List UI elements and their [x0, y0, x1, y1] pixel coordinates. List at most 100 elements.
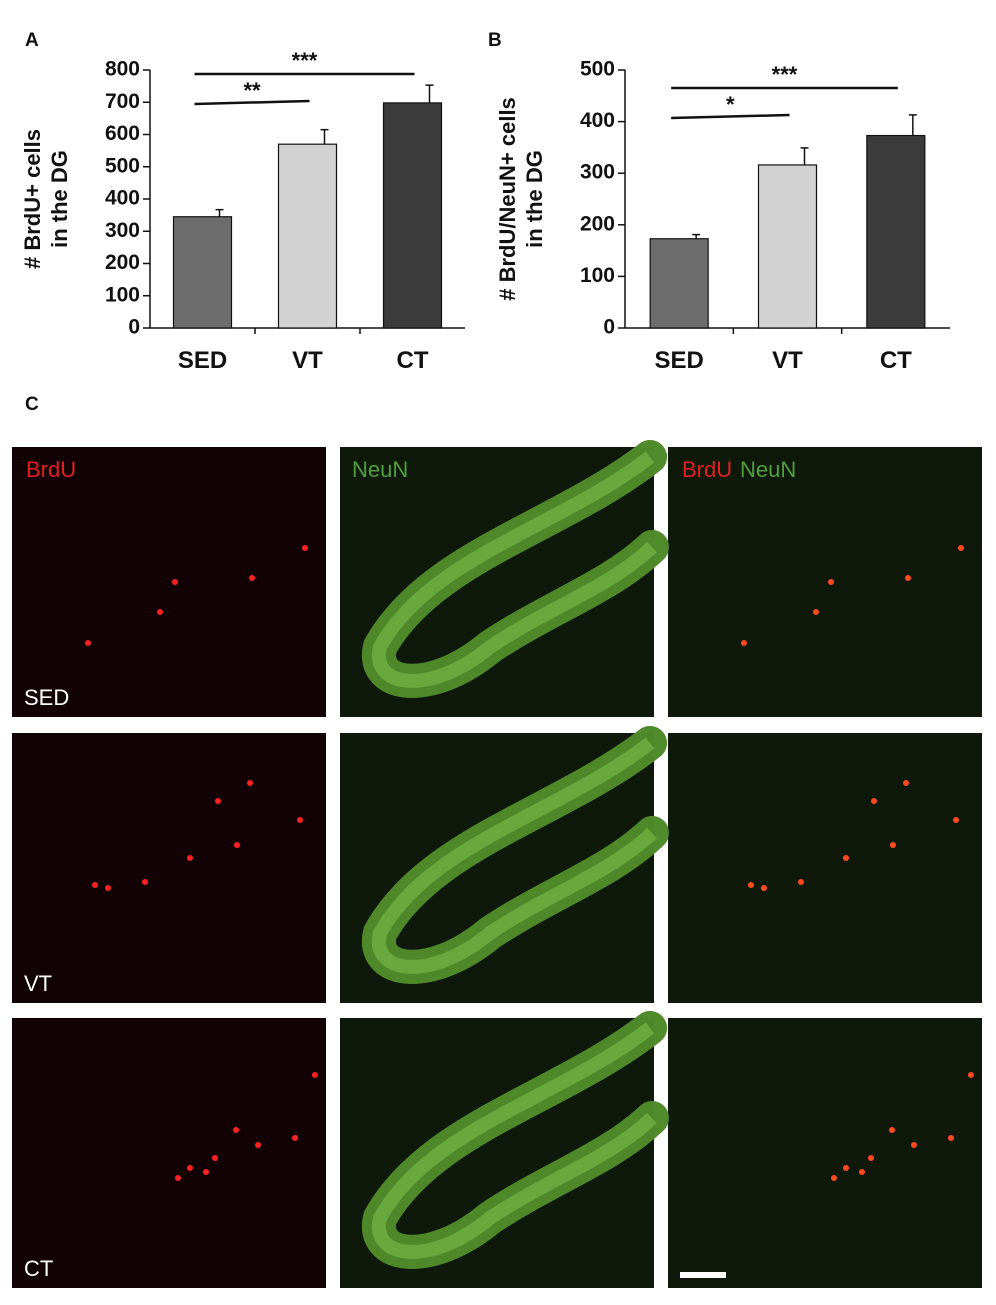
panel-label: A [25, 30, 39, 51]
channel-label: BrdU [682, 457, 732, 482]
significance-line [671, 113, 790, 120]
cell-dot [249, 575, 255, 581]
cell-dot [302, 545, 308, 551]
y-tick-label: 500 [105, 154, 140, 177]
cell-dot [292, 1135, 298, 1141]
bar [757, 164, 818, 329]
image-panel: BrdU NeuN [362, 440, 982, 717]
image-background [668, 733, 982, 1003]
cell-dot [203, 1169, 209, 1175]
cell-dot [172, 579, 178, 585]
image-background [668, 447, 982, 717]
cell-dot [105, 885, 111, 891]
cell-dot [247, 780, 253, 786]
panel-label: B [488, 30, 502, 51]
y-axis-label: in the DG [47, 150, 72, 248]
bar [172, 216, 233, 329]
group-label: SED [24, 685, 69, 710]
x-tick-label: CT [880, 347, 912, 374]
y-tick-label: 0 [603, 316, 615, 339]
significance-label: *** [292, 48, 318, 73]
cell-dot [761, 885, 767, 891]
cell-dot [234, 842, 240, 848]
y-tick-label: 700 [105, 90, 140, 113]
x-tick-label: VT [772, 347, 803, 374]
image-panel: VT [12, 733, 326, 1003]
y-tick-label: 600 [105, 122, 140, 145]
significance-label: ** [243, 78, 261, 103]
cell-dot [187, 1165, 193, 1171]
granule-layer-highlight [371, 737, 657, 974]
cell-dot [748, 882, 754, 888]
cell-dot [157, 609, 163, 615]
image-background [12, 733, 326, 1003]
significance-label: * [726, 92, 735, 117]
cell-dot [798, 879, 804, 885]
cell-dot [905, 575, 911, 581]
group-label: VT [24, 971, 52, 996]
image-background [668, 1018, 982, 1288]
y-tick-label: 100 [580, 264, 615, 287]
y-tick-label: 400 [105, 187, 140, 210]
cell-dot [187, 855, 193, 861]
cell-dot [828, 579, 834, 585]
cell-dot [212, 1155, 218, 1161]
granule-layer-highlight [371, 451, 657, 688]
bar [649, 238, 709, 329]
cell-dot [843, 855, 849, 861]
cell-dot [85, 640, 91, 646]
cell-dot [741, 640, 747, 646]
y-tick-label: 800 [105, 58, 140, 81]
cell-dot [890, 842, 896, 848]
cell-dot [142, 879, 148, 885]
image-panel [362, 726, 982, 1003]
cell-dot [868, 1155, 874, 1161]
cell-dot [233, 1127, 239, 1133]
bar [277, 143, 338, 329]
y-tick-label: 200 [105, 251, 140, 274]
cell-dot [889, 1127, 895, 1133]
channel-label: NeuN [352, 457, 408, 482]
image-panel [362, 1011, 982, 1288]
cell-dot [958, 545, 964, 551]
x-tick-label: SED [654, 347, 703, 374]
panel-label: C [25, 394, 39, 415]
significance-line [194, 99, 310, 106]
cell-dot [831, 1175, 837, 1181]
y-tick-label: 100 [105, 283, 140, 306]
cell-dot [312, 1072, 318, 1078]
y-tick-label: 400 [580, 109, 615, 132]
cell-dot [859, 1169, 865, 1175]
cell-dot [255, 1142, 261, 1148]
image-panel: CT [12, 1018, 326, 1288]
y-axis-label: # BrdU/NeuN+ cells [495, 97, 520, 301]
y-tick-label: 0 [128, 316, 140, 339]
cell-dot [843, 1165, 849, 1171]
cell-dot [92, 882, 98, 888]
x-tick-label: CT [397, 347, 429, 374]
cell-dot [871, 798, 877, 804]
cell-dot [903, 780, 909, 786]
y-tick-label: 500 [580, 58, 615, 81]
granule-layer-highlight [371, 1022, 657, 1259]
image-panel: BrdU SED [12, 447, 326, 717]
image-background [12, 447, 326, 717]
y-tick-label: 300 [105, 219, 140, 242]
bar [382, 102, 443, 329]
cell-dot [215, 798, 221, 804]
x-tick-label: SED [178, 347, 227, 374]
significance-label: *** [772, 62, 798, 87]
group-label: CT [24, 1256, 53, 1281]
channel-label: NeuN [740, 457, 796, 482]
bar [866, 134, 926, 329]
x-tick-label: VT [292, 347, 323, 374]
cell-dot [968, 1072, 974, 1078]
y-tick-label: 200 [580, 212, 615, 235]
scale-bar [680, 1272, 726, 1278]
cell-dot [297, 817, 303, 823]
channel-label: BrdU [26, 457, 76, 482]
image-background [12, 1018, 326, 1288]
y-tick-label: 300 [580, 161, 615, 184]
cell-dot [175, 1175, 181, 1181]
cell-dot [911, 1142, 917, 1148]
